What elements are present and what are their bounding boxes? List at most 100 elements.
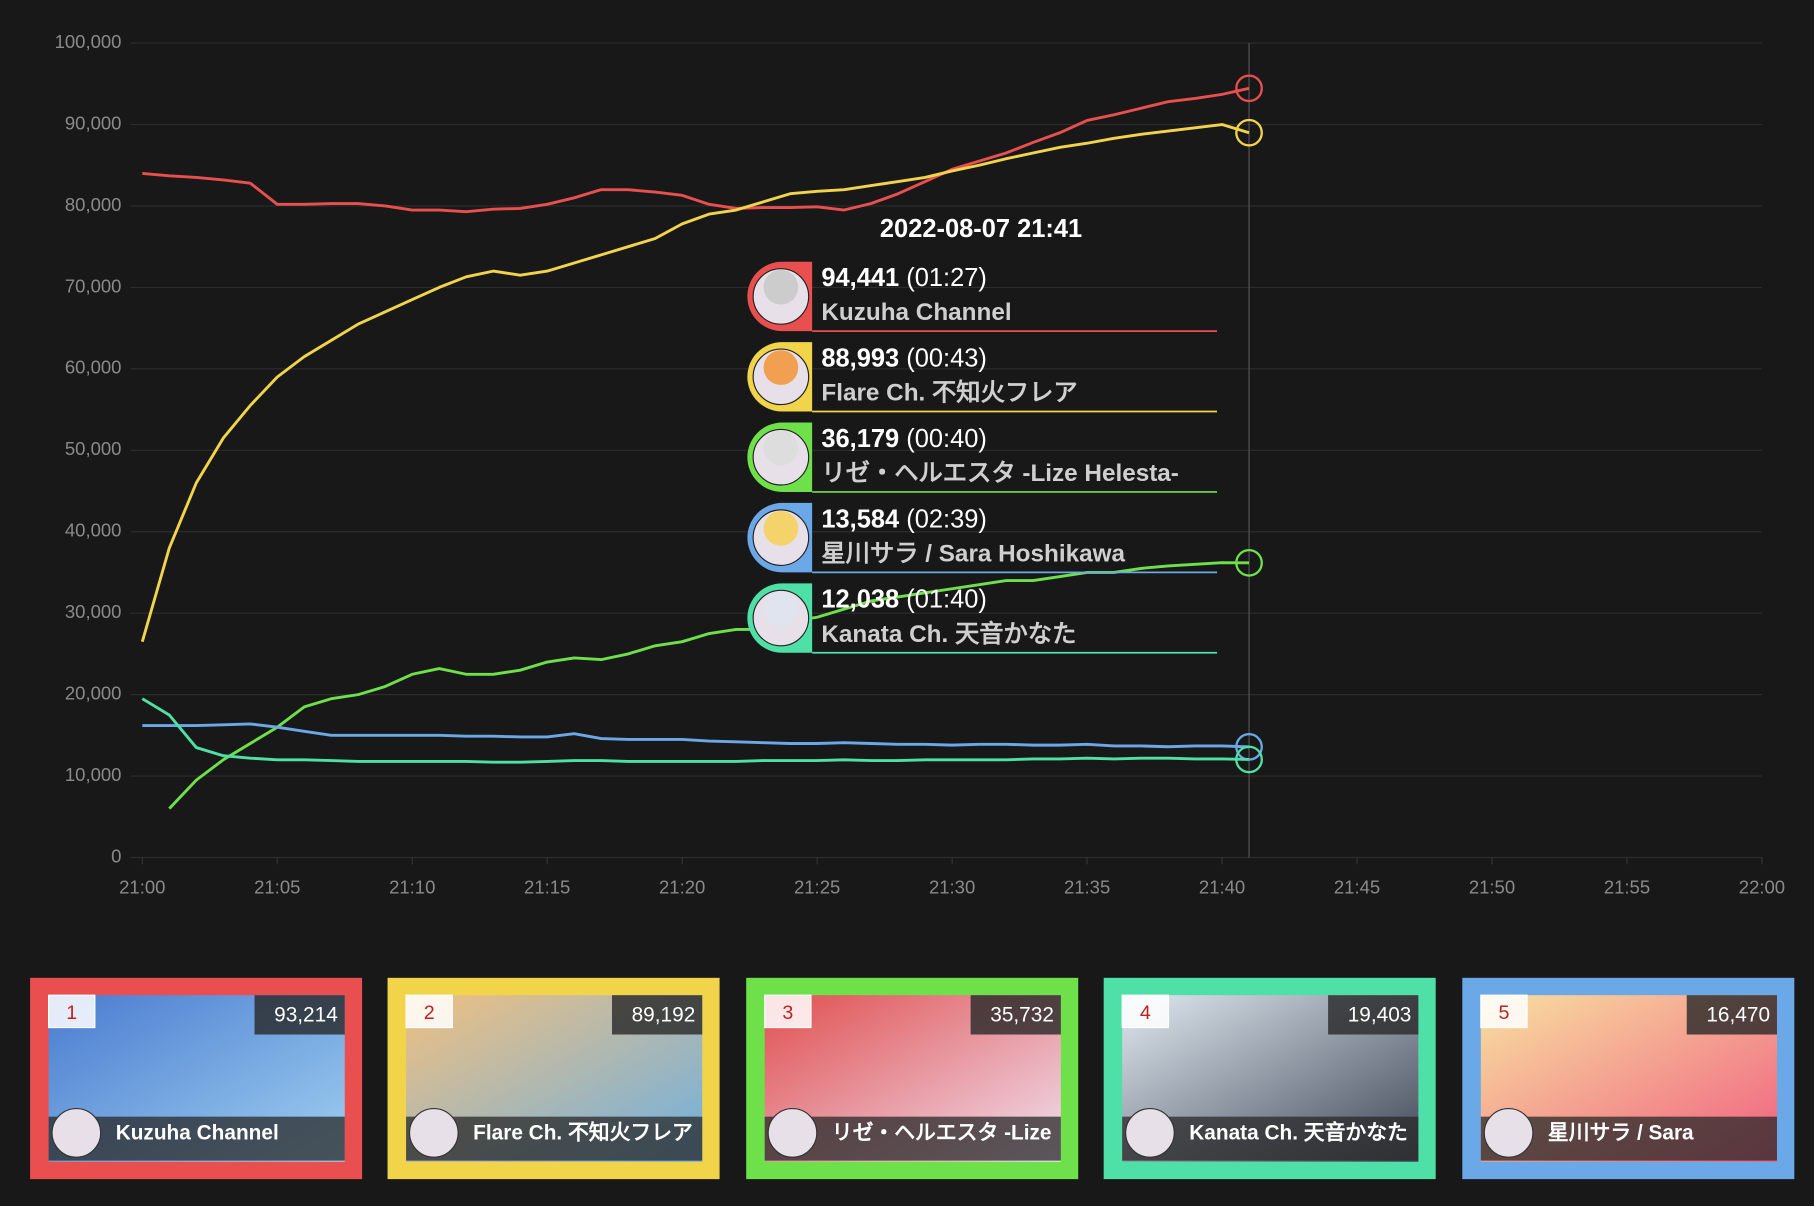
x-tick-label: 21:40 <box>1199 877 1245 898</box>
stream-card[interactable]: 3 35,732 リゼ・ヘルエスタ -Lize <box>746 977 1079 1180</box>
tooltip-name: Flare Ch. 不知火フレア <box>821 380 1077 407</box>
value: 88,993 <box>821 344 899 372</box>
rank-box <box>1480 994 1528 1029</box>
tooltip: 2022-08-07 21:41 94,441 (01:27) Kuzuha Cha… <box>747 215 1218 654</box>
x-tick-label: 21:15 <box>524 877 570 898</box>
plot <box>140 74 1263 810</box>
y-tick-label: 30,000 <box>65 601 122 622</box>
viewers: 35,732 <box>990 1004 1054 1027</box>
viewers: 89,192 <box>632 1004 696 1027</box>
avatar-hair <box>763 591 799 627</box>
x-tick-label: 21:25 <box>794 877 840 898</box>
y-tick-label: 100,000 <box>55 31 122 52</box>
y-tick-label: 0 <box>111 845 121 866</box>
viewers-box <box>970 995 1061 1035</box>
x-tick-label: 21:10 <box>389 877 435 898</box>
card-name: Flare Ch. 不知火フレア <box>473 1121 693 1145</box>
value: 36,179 <box>821 425 899 453</box>
viewers-box <box>611 995 703 1035</box>
avatar-hair <box>763 511 799 546</box>
series-line <box>140 123 1250 643</box>
x-tick-label: 21:35 <box>1064 877 1110 898</box>
card-avatar <box>767 1107 818 1158</box>
rank-box <box>405 994 453 1029</box>
y-tick-label: 20,000 <box>65 683 122 704</box>
y-tick-label: 80,000 <box>65 194 122 215</box>
series-line <box>142 722 1250 749</box>
card-avatar <box>51 1107 102 1158</box>
value: 94,441 <box>821 264 899 292</box>
series-line <box>142 86 1250 214</box>
y-tick-label: 90,000 <box>65 112 122 133</box>
y-tick-label: 40,000 <box>65 520 122 541</box>
x-tick-label: 21:05 <box>254 877 300 898</box>
tooltip-value: 94,441 (01:27) <box>821 264 987 292</box>
viewers: 19,403 <box>1348 1004 1412 1027</box>
value: 12,038 <box>821 585 899 613</box>
rank-box <box>1121 994 1170 1029</box>
avatar-hair <box>763 269 799 305</box>
tooltip-name: Kuzuha Channel <box>821 299 1011 326</box>
duration: (01:27) <box>906 264 987 292</box>
x-tick-label: 21:45 <box>1334 877 1380 898</box>
stream-card[interactable]: 1 93,214 Kuzuha Channel <box>30 977 363 1180</box>
value: 13,584 <box>821 505 900 533</box>
x-tick-label: 21:50 <box>1469 877 1515 898</box>
avatar-hair <box>763 430 799 466</box>
cards: 1 93,214 Kuzuha Channel 2 89,192 Flare Ch. 不知… <box>30 977 1795 1180</box>
duration: (01:40) <box>906 585 987 613</box>
y-tick-label: 10,000 <box>65 764 122 785</box>
end-marker <box>1235 745 1263 774</box>
tooltip-title: 2022-08-07 21:41 <box>880 215 1082 243</box>
tooltip-value: 12,038 (01:40) <box>821 585 987 613</box>
card-name: Kanata Ch. 天音かなた <box>1189 1121 1408 1145</box>
viewers-box <box>1328 995 1419 1035</box>
card-avatar <box>1483 1107 1534 1158</box>
tooltip-name: 星川サラ / Sara Hoshikawa <box>821 540 1125 567</box>
card-name: リゼ・ヘルエスタ -Lize <box>832 1121 1052 1145</box>
tooltip-value: 88,993 (00:43) <box>821 344 987 372</box>
stream-card[interactable]: 2 89,192 Flare Ch. 不知火フレア <box>387 977 720 1180</box>
stream-card[interactable]: 5 16,470 星川サラ / Sara <box>1462 977 1795 1180</box>
duration: (02:39) <box>906 505 987 533</box>
rank-box <box>764 994 812 1029</box>
card-avatar <box>1125 1107 1175 1158</box>
rank: 2 <box>424 1002 435 1024</box>
avatar-hair <box>763 350 799 385</box>
y-tick-label: 60,000 <box>65 357 122 378</box>
tooltip-name: リゼ・ヘルエスタ -Lize Helesta- <box>821 460 1179 487</box>
viewers-box <box>254 995 345 1035</box>
grid: 0 10,000 20,000 30,000 40,000 50,000 60,000 70,… <box>55 31 1785 898</box>
viewers: 93,214 <box>274 1004 338 1027</box>
tooltip-name: Kanata Ch. 天音かなた <box>821 620 1076 648</box>
rank: 1 <box>66 1002 77 1024</box>
x-tick-label: 21:00 <box>119 877 165 898</box>
tooltip-value: 36,179 (00:40) <box>821 425 987 453</box>
rank-box <box>48 994 96 1029</box>
series-line <box>141 697 1250 764</box>
series-line <box>168 561 1250 810</box>
card-name: 星川サラ / Sara <box>1548 1122 1694 1145</box>
x-tick-label: 21:30 <box>929 877 975 898</box>
rank: 5 <box>1498 1002 1509 1024</box>
tooltip-value: 13,584 (02:39) <box>821 505 987 533</box>
rank: 3 <box>782 1002 793 1024</box>
card-name: Kuzuha Channel <box>116 1122 279 1145</box>
x-tick-label: 21:20 <box>659 877 705 898</box>
x-tick-label: 22:00 <box>1739 877 1785 898</box>
x-tick-label: 21:55 <box>1604 877 1650 898</box>
viewers: 16,470 <box>1706 1004 1770 1027</box>
end-marker <box>1235 74 1263 103</box>
end-marker <box>1235 118 1263 147</box>
duration: (00:43) <box>906 344 987 372</box>
card-avatar <box>408 1107 459 1158</box>
y-tick-label: 70,000 <box>65 275 122 296</box>
viewers-box <box>1686 995 1777 1035</box>
end-marker <box>1235 548 1263 577</box>
rank: 4 <box>1140 1002 1151 1024</box>
stream-card[interactable]: 4 19,403 Kanata Ch. 天音かなた <box>1103 977 1436 1180</box>
duration: (00:40) <box>906 425 987 453</box>
y-tick-label: 50,000 <box>65 438 122 459</box>
